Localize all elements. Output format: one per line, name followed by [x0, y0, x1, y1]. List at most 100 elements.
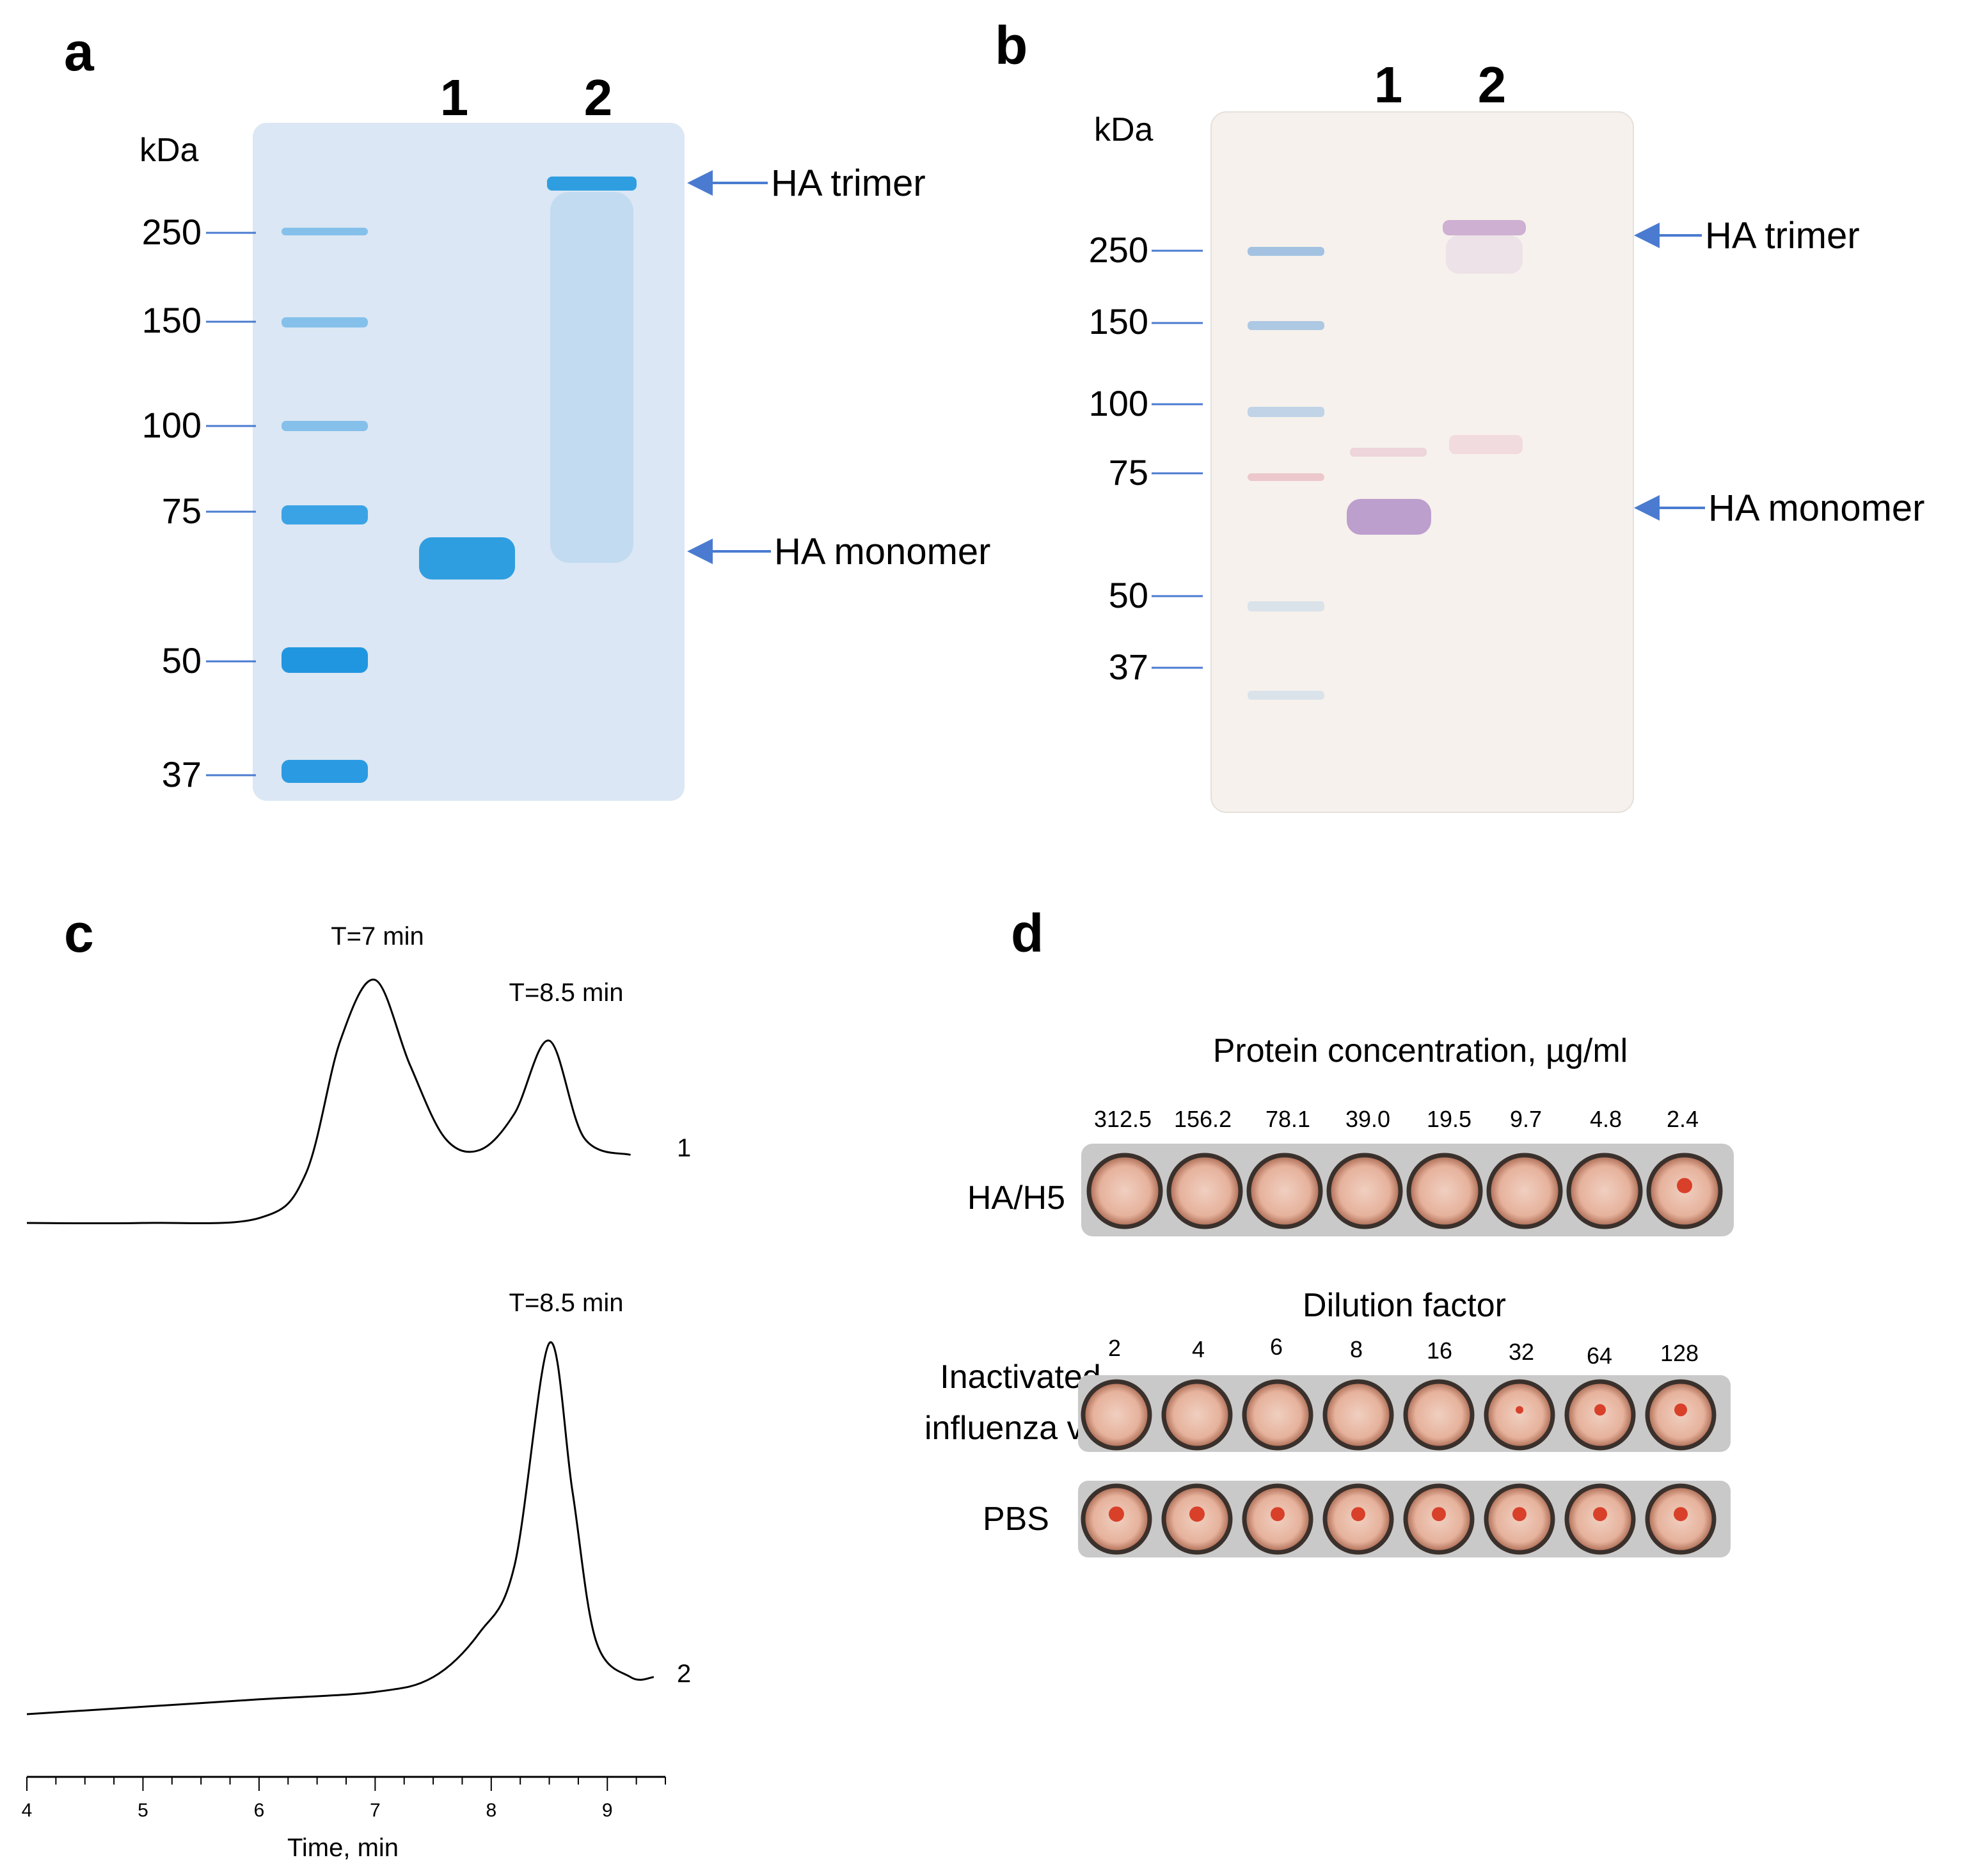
x-tick-label: 8 [486, 1800, 496, 1821]
panel-a-kda-label: kDa [139, 132, 199, 169]
rbc-button-dot [1674, 1403, 1687, 1417]
ladder-band [1248, 407, 1324, 417]
rbc-button-dot [1674, 1507, 1688, 1522]
panel-b-marker-150: 150 [1089, 301, 1148, 342]
dilution-value: 8 [1350, 1336, 1363, 1362]
panel-b-marker-75: 75 [1109, 452, 1148, 493]
trace-label-2: 2 [677, 1660, 691, 1688]
panel-a-marker-250: 250 [142, 212, 202, 252]
panel-a-marker-37: 37 [162, 754, 202, 794]
protein-concentration-header: Protein concentration, µg/ml [1213, 1032, 1628, 1069]
concentration-value: 4.8 [1590, 1106, 1622, 1132]
wells-pbs [1081, 1483, 1717, 1555]
ladder-band [282, 505, 368, 524]
row-label-ha-h5: HA/H5 [967, 1179, 1065, 1217]
panel-c-letter: c [64, 903, 94, 963]
concentration-value: 39.0 [1345, 1106, 1390, 1132]
panel-b-lane1-faint-band [1350, 448, 1427, 457]
ladder-band [282, 317, 368, 327]
panel-b-kda-label: kDa [1094, 111, 1154, 148]
series-line-1 [26, 979, 631, 1225]
dilution-labels: 2 4 6 8 16 32 64 128 [1108, 1334, 1699, 1369]
peak-label-7min: T=7 min [331, 922, 424, 950]
row-label-pbs: PBS [983, 1501, 1049, 1538]
ladder-band [1248, 473, 1324, 481]
ladder-band [1248, 601, 1324, 611]
x-tick-label: 4 [22, 1800, 33, 1821]
concentration-value: 78.1 [1265, 1106, 1310, 1132]
rbc-button-dot [1189, 1506, 1205, 1522]
well [1403, 1379, 1475, 1451]
rbc-button-dot [1109, 1506, 1124, 1522]
panel-b-marker-250: 250 [1089, 230, 1148, 270]
panel-b-lane2-trimer-band [1443, 220, 1526, 235]
dilution-value: 64 [1587, 1343, 1612, 1369]
dilution-value: 32 [1509, 1339, 1534, 1365]
x-tick-label: 5 [138, 1800, 148, 1821]
trace-label-1: 1 [677, 1134, 691, 1162]
panel-b-lane2-faint-band [1449, 435, 1523, 454]
x-tick-label: 7 [370, 1800, 381, 1821]
panel-b-membrane [1210, 111, 1634, 813]
panel-a-marker-50: 50 [162, 640, 202, 681]
well [1486, 1153, 1563, 1229]
rbc-button-dot [1677, 1178, 1692, 1194]
ladder-band [282, 421, 368, 431]
panel-b-letter: b [995, 15, 1027, 75]
dilution-value: 16 [1427, 1337, 1452, 1364]
panel-b-marker-lines [1152, 249, 1203, 669]
well [1086, 1153, 1163, 1229]
ladder-band [1248, 691, 1324, 700]
rbc-button-dot [1516, 1406, 1523, 1414]
well [1166, 1153, 1243, 1229]
peak-label-8-5min-trace2: T=8.5 min [509, 1289, 624, 1317]
concentration-value: 9.7 [1510, 1106, 1542, 1132]
panel-b-monomer-label: HA monomer [1708, 487, 1924, 529]
dilution-factor-header: Dilution factor [1303, 1287, 1506, 1324]
panel-b-marker-50: 50 [1109, 575, 1148, 615]
panel-a-marker-150: 150 [142, 300, 202, 340]
panel-b: b 1 2 kDa 250 150 100 75 50 37 [995, 15, 1924, 813]
dilution-value: 2 [1108, 1335, 1121, 1361]
panel-a-lane-1: 1 [440, 69, 469, 126]
panel-b-lane2-smear [1446, 235, 1523, 274]
panel-d-letter: d [1011, 903, 1043, 963]
rbc-button-dot [1271, 1507, 1285, 1522]
concentration-value: 2.4 [1667, 1106, 1699, 1132]
panel-a: a 1 2 kDa 250 150 100 75 50 37 [64, 22, 990, 801]
peak-label-8-5min-trace1: T=8.5 min [509, 979, 624, 1007]
panel-a-monomer-label: HA monomer [774, 531, 990, 572]
concentration-labels: 312.5 156.2 78.1 39.0 19.5 9.7 4.8 2.4 [1094, 1106, 1699, 1132]
dilution-value: 6 [1270, 1334, 1283, 1360]
ladder-band [282, 760, 368, 783]
panel-a-ladder [282, 228, 368, 783]
concentration-value: 19.5 [1427, 1106, 1471, 1132]
well [1246, 1153, 1323, 1229]
row-label-inactivated: Inactivated [940, 1359, 1101, 1396]
dilution-value: 4 [1192, 1336, 1205, 1362]
well [1242, 1379, 1313, 1451]
panel-b-trimer-label: HA trimer [1705, 215, 1860, 256]
panel-a-lane2-trimer-band [547, 177, 637, 191]
rbc-button-dot [1594, 1404, 1606, 1416]
panel-a-lane2-smear [550, 192, 633, 563]
chromatogram-chart: 4 5 6 7 8 9 [22, 979, 666, 1821]
panel-b-marker-37: 37 [1109, 647, 1148, 687]
panel-a-letter: a [64, 22, 95, 82]
panel-a-trimer-label: HA trimer [771, 162, 926, 204]
x-tick-label: 9 [602, 1800, 613, 1821]
well [1484, 1379, 1555, 1451]
panel-a-marker-75: 75 [162, 491, 202, 531]
well [1326, 1153, 1403, 1229]
wells-ha-h5 [1086, 1153, 1723, 1229]
series-line-2 [26, 1341, 654, 1715]
well [1566, 1153, 1643, 1229]
well [1406, 1153, 1483, 1229]
panel-b-ladder [1248, 247, 1324, 700]
well [1322, 1379, 1394, 1451]
panel-a-lane-2: 2 [584, 69, 613, 126]
concentration-value: 312.5 [1094, 1106, 1152, 1132]
rbc-button-dot [1512, 1507, 1527, 1522]
panel-d: d Protein concentration, µg/ml 312.5 156… [924, 903, 1734, 1557]
